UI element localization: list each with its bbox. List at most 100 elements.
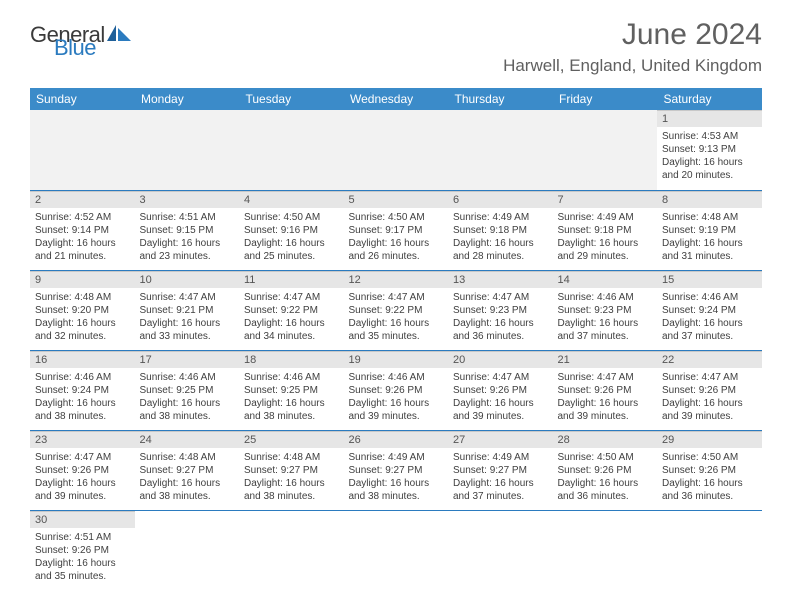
day-details: Sunrise: 4:46 AMSunset: 9:26 PMDaylight:… xyxy=(344,368,449,427)
calendar-cell xyxy=(553,110,658,190)
day-number: 13 xyxy=(448,271,553,288)
calendar-cell: 25Sunrise: 4:48 AMSunset: 9:27 PMDayligh… xyxy=(239,430,344,510)
calendar-cell: 20Sunrise: 4:47 AMSunset: 9:26 PMDayligh… xyxy=(448,350,553,430)
calendar-cell: 6Sunrise: 4:49 AMSunset: 9:18 PMDaylight… xyxy=(448,190,553,270)
logo-text-blue: Blue xyxy=(54,39,133,58)
calendar-cell xyxy=(239,110,344,190)
calendar-cell: 13Sunrise: 4:47 AMSunset: 9:23 PMDayligh… xyxy=(448,270,553,350)
day-number: 23 xyxy=(30,431,135,448)
calendar-cell xyxy=(30,110,135,190)
day-details: Sunrise: 4:49 AMSunset: 9:18 PMDaylight:… xyxy=(448,208,553,267)
weekday-header: Sunday xyxy=(30,88,135,110)
day-number: 26 xyxy=(344,431,449,448)
calendar-cell: 16Sunrise: 4:46 AMSunset: 9:24 PMDayligh… xyxy=(30,350,135,430)
calendar-cell: 5Sunrise: 4:50 AMSunset: 9:17 PMDaylight… xyxy=(344,190,449,270)
day-number: 29 xyxy=(657,431,762,448)
calendar-cell: 14Sunrise: 4:46 AMSunset: 9:23 PMDayligh… xyxy=(553,270,658,350)
day-number: 1 xyxy=(657,110,762,127)
logo: General Blue xyxy=(30,24,133,57)
title-block: June 2024 Harwell, England, United Kingd… xyxy=(503,18,762,76)
calendar-cell xyxy=(239,510,344,590)
weekday-header: Monday xyxy=(135,88,240,110)
calendar-table: SundayMondayTuesdayWednesdayThursdayFrid… xyxy=(30,88,762,590)
day-details: Sunrise: 4:50 AMSunset: 9:26 PMDaylight:… xyxy=(657,448,762,507)
day-number: 2 xyxy=(30,191,135,208)
weekday-header: Tuesday xyxy=(239,88,344,110)
day-details: Sunrise: 4:47 AMSunset: 9:26 PMDaylight:… xyxy=(448,368,553,427)
day-details: Sunrise: 4:53 AMSunset: 9:13 PMDaylight:… xyxy=(657,127,762,186)
weekday-header: Wednesday xyxy=(344,88,449,110)
day-details: Sunrise: 4:47 AMSunset: 9:22 PMDaylight:… xyxy=(239,288,344,347)
calendar-cell xyxy=(553,510,658,590)
day-number: 27 xyxy=(448,431,553,448)
day-number: 30 xyxy=(30,511,135,528)
day-number: 5 xyxy=(344,191,449,208)
day-number: 12 xyxy=(344,271,449,288)
day-details: Sunrise: 4:48 AMSunset: 9:20 PMDaylight:… xyxy=(30,288,135,347)
day-details: Sunrise: 4:49 AMSunset: 9:27 PMDaylight:… xyxy=(448,448,553,507)
calendar-cell: 24Sunrise: 4:48 AMSunset: 9:27 PMDayligh… xyxy=(135,430,240,510)
calendar-cell: 27Sunrise: 4:49 AMSunset: 9:27 PMDayligh… xyxy=(448,430,553,510)
calendar-cell xyxy=(135,110,240,190)
day-details: Sunrise: 4:49 AMSunset: 9:18 PMDaylight:… xyxy=(553,208,658,267)
calendar-cell xyxy=(448,510,553,590)
day-details: Sunrise: 4:48 AMSunset: 9:27 PMDaylight:… xyxy=(135,448,240,507)
day-number: 24 xyxy=(135,431,240,448)
day-number: 11 xyxy=(239,271,344,288)
calendar-cell xyxy=(344,510,449,590)
day-number: 10 xyxy=(135,271,240,288)
calendar-cell: 1Sunrise: 4:53 AMSunset: 9:13 PMDaylight… xyxy=(657,110,762,190)
weekday-header: Friday xyxy=(553,88,658,110)
calendar-cell xyxy=(657,510,762,590)
day-details: Sunrise: 4:46 AMSunset: 9:23 PMDaylight:… xyxy=(553,288,658,347)
calendar-cell: 22Sunrise: 4:47 AMSunset: 9:26 PMDayligh… xyxy=(657,350,762,430)
calendar-cell: 9Sunrise: 4:48 AMSunset: 9:20 PMDaylight… xyxy=(30,270,135,350)
calendar-cell: 28Sunrise: 4:50 AMSunset: 9:26 PMDayligh… xyxy=(553,430,658,510)
calendar-cell: 29Sunrise: 4:50 AMSunset: 9:26 PMDayligh… xyxy=(657,430,762,510)
calendar-cell: 23Sunrise: 4:47 AMSunset: 9:26 PMDayligh… xyxy=(30,430,135,510)
day-number: 19 xyxy=(344,351,449,368)
day-number: 18 xyxy=(239,351,344,368)
calendar-cell: 12Sunrise: 4:47 AMSunset: 9:22 PMDayligh… xyxy=(344,270,449,350)
day-details: Sunrise: 4:51 AMSunset: 9:15 PMDaylight:… xyxy=(135,208,240,267)
day-details: Sunrise: 4:49 AMSunset: 9:27 PMDaylight:… xyxy=(344,448,449,507)
day-number: 3 xyxy=(135,191,240,208)
calendar-cell: 11Sunrise: 4:47 AMSunset: 9:22 PMDayligh… xyxy=(239,270,344,350)
calendar-cell: 8Sunrise: 4:48 AMSunset: 9:19 PMDaylight… xyxy=(657,190,762,270)
day-details: Sunrise: 4:46 AMSunset: 9:24 PMDaylight:… xyxy=(30,368,135,427)
day-details: Sunrise: 4:47 AMSunset: 9:26 PMDaylight:… xyxy=(30,448,135,507)
day-details: Sunrise: 4:46 AMSunset: 9:25 PMDaylight:… xyxy=(239,368,344,427)
day-details: Sunrise: 4:51 AMSunset: 9:26 PMDaylight:… xyxy=(30,528,135,587)
day-number: 9 xyxy=(30,271,135,288)
day-number: 15 xyxy=(657,271,762,288)
day-details: Sunrise: 4:46 AMSunset: 9:25 PMDaylight:… xyxy=(135,368,240,427)
day-details: Sunrise: 4:48 AMSunset: 9:27 PMDaylight:… xyxy=(239,448,344,507)
calendar-cell xyxy=(135,510,240,590)
day-number: 6 xyxy=(448,191,553,208)
calendar-cell: 4Sunrise: 4:50 AMSunset: 9:16 PMDaylight… xyxy=(239,190,344,270)
calendar-cell: 30Sunrise: 4:51 AMSunset: 9:26 PMDayligh… xyxy=(30,510,135,590)
month-title: June 2024 xyxy=(503,18,762,52)
day-details: Sunrise: 4:50 AMSunset: 9:17 PMDaylight:… xyxy=(344,208,449,267)
day-details: Sunrise: 4:47 AMSunset: 9:22 PMDaylight:… xyxy=(344,288,449,347)
day-details: Sunrise: 4:47 AMSunset: 9:21 PMDaylight:… xyxy=(135,288,240,347)
day-details: Sunrise: 4:47 AMSunset: 9:26 PMDaylight:… xyxy=(657,368,762,427)
day-details: Sunrise: 4:46 AMSunset: 9:24 PMDaylight:… xyxy=(657,288,762,347)
calendar-cell: 19Sunrise: 4:46 AMSunset: 9:26 PMDayligh… xyxy=(344,350,449,430)
day-number: 14 xyxy=(553,271,658,288)
calendar-cell: 10Sunrise: 4:47 AMSunset: 9:21 PMDayligh… xyxy=(135,270,240,350)
day-number: 25 xyxy=(239,431,344,448)
day-details: Sunrise: 4:47 AMSunset: 9:26 PMDaylight:… xyxy=(553,368,658,427)
day-number: 17 xyxy=(135,351,240,368)
calendar-cell xyxy=(344,110,449,190)
calendar-cell: 3Sunrise: 4:51 AMSunset: 9:15 PMDaylight… xyxy=(135,190,240,270)
day-number: 16 xyxy=(30,351,135,368)
weekday-header: Thursday xyxy=(448,88,553,110)
day-number: 21 xyxy=(553,351,658,368)
calendar-cell: 2Sunrise: 4:52 AMSunset: 9:14 PMDaylight… xyxy=(30,190,135,270)
day-details: Sunrise: 4:52 AMSunset: 9:14 PMDaylight:… xyxy=(30,208,135,267)
calendar-cell: 21Sunrise: 4:47 AMSunset: 9:26 PMDayligh… xyxy=(553,350,658,430)
calendar-cell: 26Sunrise: 4:49 AMSunset: 9:27 PMDayligh… xyxy=(344,430,449,510)
calendar-cell: 7Sunrise: 4:49 AMSunset: 9:18 PMDaylight… xyxy=(553,190,658,270)
day-number: 28 xyxy=(553,431,658,448)
